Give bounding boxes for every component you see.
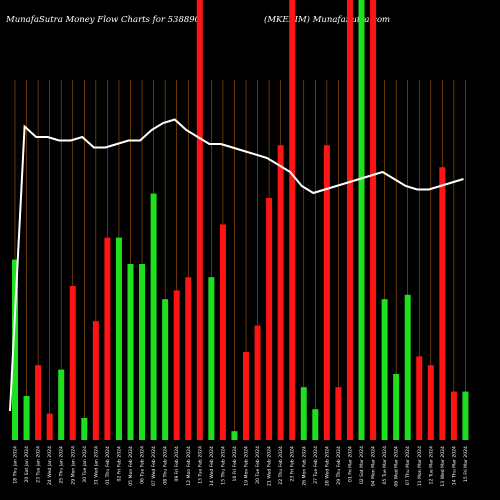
flow-bar bbox=[150, 193, 157, 440]
x-tick-label: 06 Wed Mar 2024 bbox=[394, 446, 400, 487]
flow-bar bbox=[185, 277, 192, 440]
x-tick-label: 13 Tue Feb 2024 bbox=[197, 446, 203, 484]
flow-bar bbox=[162, 299, 169, 440]
x-tick-label: 06 Tue Feb 2024 bbox=[140, 446, 146, 484]
flow-bar bbox=[254, 325, 261, 440]
flow-bar bbox=[393, 374, 400, 440]
x-tick-label: 09 Fri Feb 2024 bbox=[174, 446, 180, 482]
flow-bar bbox=[208, 277, 215, 440]
flow-bar bbox=[370, 0, 377, 440]
flow-bar bbox=[69, 286, 76, 440]
flow-bar bbox=[231, 431, 238, 440]
x-tick-label: 08 Thu Feb 2024 bbox=[163, 446, 169, 485]
x-tick-label: 16 Fri Feb 2024 bbox=[232, 446, 238, 482]
flow-bar bbox=[346, 0, 353, 440]
flow-bar bbox=[81, 418, 88, 440]
flow-bar bbox=[439, 167, 446, 440]
flow-bar bbox=[139, 264, 146, 440]
x-tick-label: 15 Fri Mar 2024 bbox=[463, 446, 469, 482]
x-tick-label: 02 Sat Mar 2024 bbox=[359, 446, 365, 484]
x-tick-label: 19 Mon Feb 2024 bbox=[244, 446, 250, 486]
x-tick-label: 05 Mon Feb 2024 bbox=[128, 446, 134, 486]
flow-bar bbox=[358, 0, 365, 440]
flow-bar bbox=[266, 198, 273, 440]
x-tick-label: 29 Thu Feb 2024 bbox=[336, 446, 342, 485]
flow-bar bbox=[450, 391, 457, 440]
flow-bar bbox=[416, 356, 423, 440]
flow-bars bbox=[12, 0, 469, 440]
chart-title: MunafaSutra Money Flow Charts for 538890 bbox=[5, 15, 201, 25]
x-tick-label: 23 Fri Feb 2024 bbox=[290, 446, 296, 482]
x-tick-label: 20 Tue Feb 2024 bbox=[255, 446, 261, 484]
x-tick-label: 29 Mon Jan 2024 bbox=[70, 446, 76, 485]
flow-bar bbox=[127, 264, 134, 440]
flow-bar bbox=[58, 369, 65, 440]
flow-bar bbox=[35, 365, 42, 440]
x-tick-label: 02 Fri Feb 2024 bbox=[116, 446, 122, 482]
flow-bar bbox=[300, 387, 307, 440]
flow-bar bbox=[462, 391, 469, 440]
flow-bar bbox=[427, 365, 434, 440]
flow-bar bbox=[289, 0, 296, 440]
flow-bar bbox=[196, 0, 203, 440]
x-tick-label: 15 Thu Feb 2024 bbox=[220, 446, 226, 485]
x-tick-label: 12 Mon Feb 2024 bbox=[186, 446, 192, 486]
flow-bar bbox=[115, 237, 122, 440]
flow-bar bbox=[46, 413, 53, 440]
x-tick-label: 12 Tue Mar 2024 bbox=[428, 446, 434, 485]
x-tick-label: 31 Wed Jan 2024 bbox=[93, 446, 99, 485]
x-tick-label: 11 Mon Mar 2024 bbox=[417, 446, 423, 486]
x-tick-label: 13 Wed Mar 2024 bbox=[440, 446, 446, 487]
flow-bar bbox=[104, 237, 111, 440]
price-line bbox=[9, 118, 464, 412]
flow-bar bbox=[92, 321, 99, 440]
x-tick-label: 18 Thu Jan 2024 bbox=[13, 446, 19, 484]
flow-bar bbox=[404, 294, 411, 440]
flow-bar bbox=[243, 352, 249, 440]
x-tick-label: 04 Mon Mar 2024 bbox=[371, 446, 377, 486]
flow-bar bbox=[312, 409, 319, 440]
x-tick-label: 28 Wed Feb 2024 bbox=[324, 446, 330, 486]
x-tick-label: 27 Tue Feb 2024 bbox=[313, 446, 319, 484]
x-tick-label: 23 Tue Jan 2024 bbox=[36, 446, 42, 483]
x-tick-label: 14 Thu Mar 2024 bbox=[451, 446, 457, 485]
x-tick-label: 26 Mon Feb 2024 bbox=[301, 446, 307, 486]
x-tick-label: 07 Thu Mar 2024 bbox=[405, 446, 411, 485]
x-tick-labels: 18 Thu Jan 2024 20 Sat Jan 2024 23 Tue Jan… bbox=[13, 446, 469, 487]
x-tick-label: 01 Thu Feb 2024 bbox=[105, 446, 111, 485]
x-tick-label: 25 Thu Jan 2024 bbox=[59, 446, 65, 484]
flow-bar bbox=[323, 145, 330, 440]
flow-bar bbox=[12, 259, 18, 440]
x-tick-label: 05 Tue Mar 2024 bbox=[382, 446, 388, 485]
flow-bar bbox=[23, 396, 30, 440]
x-tick-label: 20 Sat Jan 2024 bbox=[24, 446, 30, 483]
x-tick-label: 30 Tue Jan 2024 bbox=[82, 446, 88, 483]
x-tick-label: 22 Thu Feb 2024 bbox=[278, 446, 284, 485]
x-tick-label: 21 Wed Feb 2024 bbox=[267, 446, 273, 486]
chart-site-title: (MKEXIM) MunafaSutra.com bbox=[264, 14, 390, 25]
x-tick-label: 24 Wed Jan 2024 bbox=[47, 446, 53, 485]
x-tick-label: 01 Fri Mar 2024 bbox=[347, 446, 353, 482]
flow-bar bbox=[335, 387, 342, 440]
flow-bar bbox=[277, 145, 284, 440]
x-tick-label: 14 Wed Feb 2024 bbox=[209, 446, 215, 486]
x-tick-label: 07 Wed Feb 2024 bbox=[151, 446, 157, 486]
flow-bar bbox=[219, 224, 226, 440]
flow-bar bbox=[381, 299, 388, 440]
flow-bar bbox=[173, 290, 180, 440]
